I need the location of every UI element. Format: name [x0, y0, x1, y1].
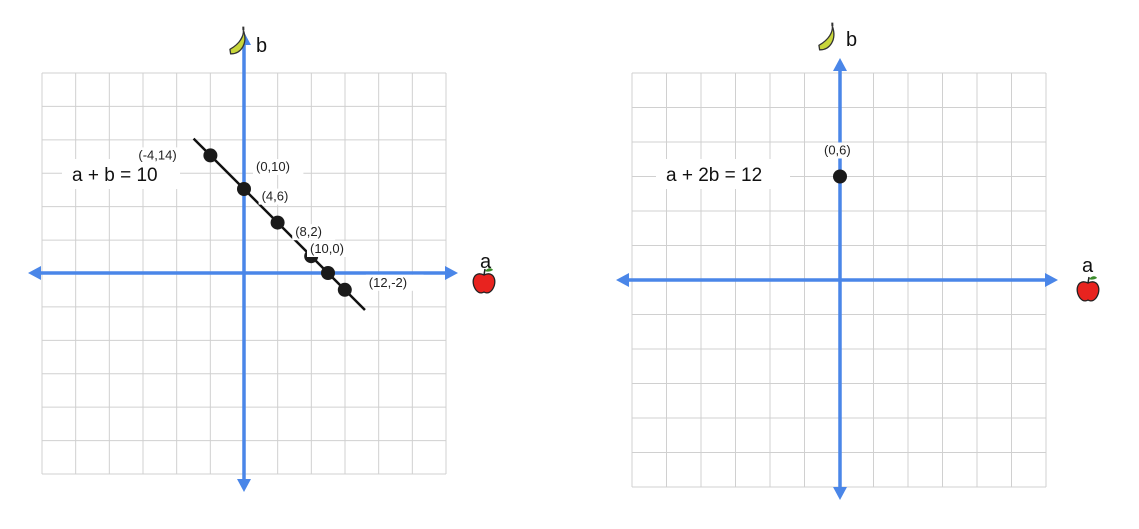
- apple-stem: [1087, 276, 1090, 284]
- point-labels: (-4,14) (0,10) (4,6) (8,2) (10,0) (12,-2): [135, 147, 424, 291]
- apple-leaf: [1089, 276, 1097, 280]
- point-label-background: [253, 159, 304, 175]
- point-label-background: [135, 147, 194, 164]
- data-point: [270, 215, 285, 230]
- banana-body: [229, 29, 246, 55]
- banana-tip: [831, 22, 834, 27]
- banana-icon: [229, 26, 246, 55]
- x-axis-arrow-right: [1045, 273, 1058, 287]
- y-axis-label: b: [846, 29, 857, 51]
- point-label-background: [307, 241, 358, 257]
- point-label-background: [821, 142, 864, 159]
- axes: [28, 32, 458, 492]
- data-point: [203, 148, 218, 163]
- equation-label: a + 2b = 12: [666, 165, 762, 186]
- apple-body: [1076, 281, 1100, 302]
- banana-icon: [818, 22, 835, 51]
- apple-stem: [483, 268, 486, 276]
- point-label: (12,-2): [369, 275, 407, 290]
- banana-body: [818, 25, 835, 51]
- equation-label-background: [656, 159, 790, 189]
- y-axis-arrow-down: [833, 487, 847, 500]
- equation-label-group: a + b = 10: [62, 159, 180, 189]
- chart-a-plus-2b-equals-12: a + 2b = 12 (0,6) b a: [616, 22, 1100, 500]
- y-axis-label: b: [256, 35, 267, 57]
- equation-label-group: a + 2b = 12: [656, 159, 790, 189]
- point-label: (4,6): [262, 189, 289, 204]
- apple-body: [472, 273, 496, 294]
- data-points: [833, 169, 847, 184]
- data-point: [337, 282, 352, 297]
- point-label: (10,0): [310, 241, 344, 256]
- x-axis-label: a: [480, 251, 492, 273]
- apple-icon: [1076, 276, 1100, 302]
- point-label: (0,6): [824, 143, 851, 158]
- data-point: [321, 266, 335, 280]
- data-point: [237, 182, 251, 196]
- banana-tip: [242, 26, 245, 31]
- point-label: (-4,14): [138, 147, 176, 162]
- axes: [616, 58, 1058, 500]
- equation-label: a + b = 10: [72, 165, 158, 186]
- point-label: (8,2): [295, 224, 322, 239]
- apple-leaf: [485, 268, 493, 272]
- x-axis-arrow-right: [445, 266, 458, 280]
- point-labels: (0,6): [821, 142, 864, 159]
- apple-icon: [472, 268, 496, 294]
- y-axis-arrow-up: [833, 58, 847, 71]
- data-point: [833, 169, 847, 184]
- x-axis-arrow-left: [616, 273, 629, 287]
- x-axis-arrow-left: [28, 266, 41, 280]
- point-label-background: [365, 274, 424, 291]
- point-label: (0,10): [256, 159, 290, 174]
- point-label-background: [292, 224, 336, 241]
- equation-label-background: [62, 159, 180, 189]
- y-axis-arrow-down: [237, 479, 251, 492]
- point-label-background: [258, 188, 302, 205]
- x-axis-label: a: [1082, 255, 1094, 277]
- chart-a-plus-b-equals-10: a + b = 10 (-4,14) (0,10) (4,6) (8,2) (10,0)…: [28, 26, 496, 492]
